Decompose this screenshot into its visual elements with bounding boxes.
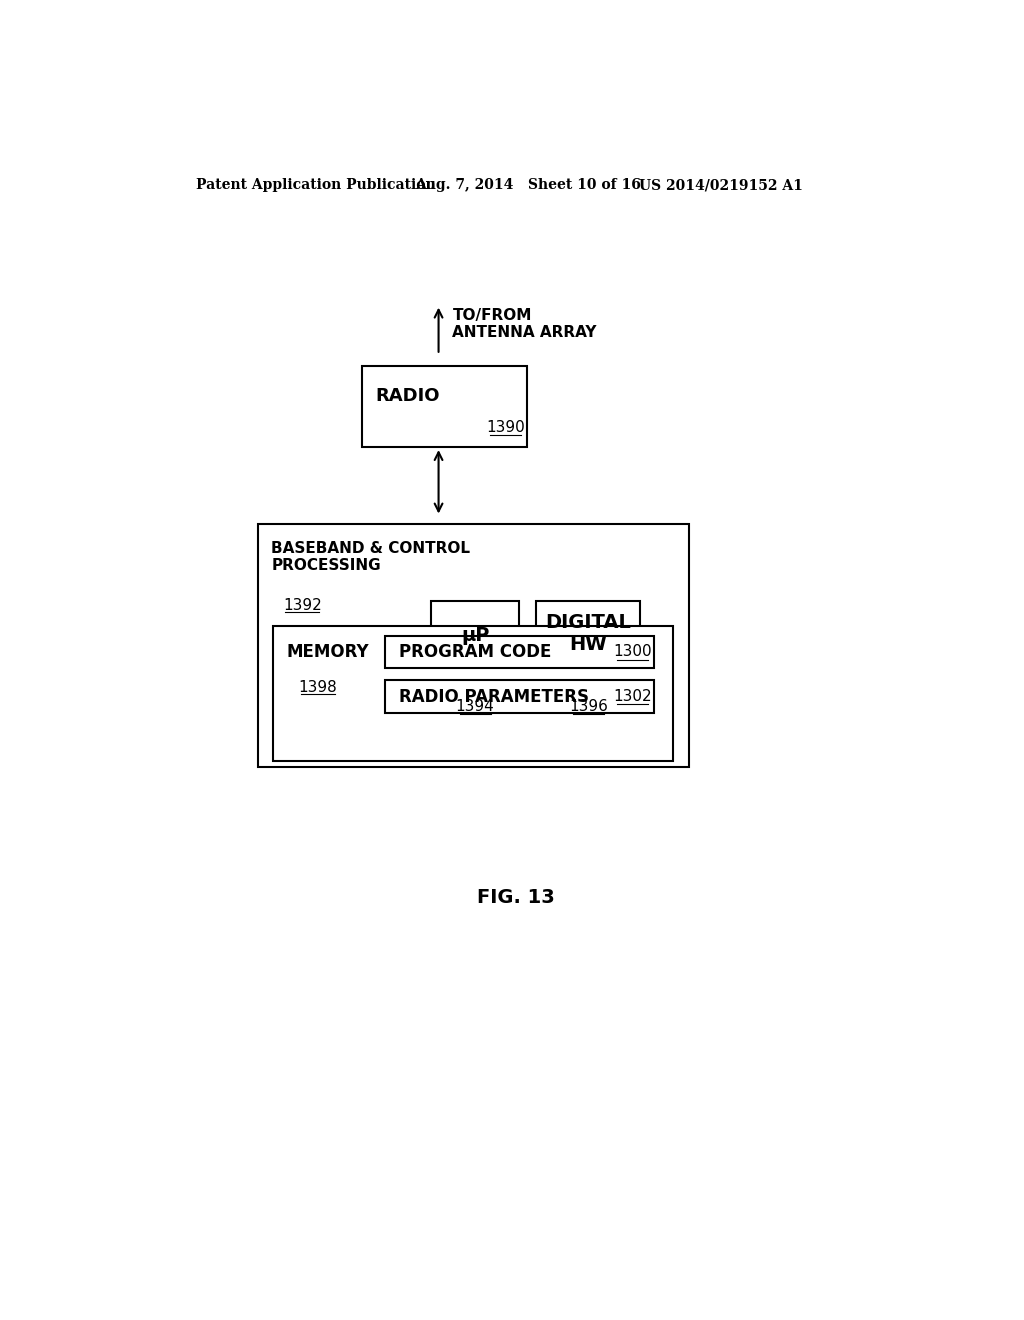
Text: DIGITAL
HW: DIGITAL HW xyxy=(546,612,631,653)
Text: RADIO: RADIO xyxy=(376,387,440,404)
Bar xyxy=(258,524,689,767)
Text: 1390: 1390 xyxy=(486,420,525,436)
Text: Aug. 7, 2014   Sheet 10 of 16: Aug. 7, 2014 Sheet 10 of 16 xyxy=(416,178,641,193)
Text: TO/FROM
ANTENNA ARRAY: TO/FROM ANTENNA ARRAY xyxy=(453,308,597,341)
Text: FIG. 13: FIG. 13 xyxy=(477,888,554,907)
Bar xyxy=(385,681,654,713)
Text: US 2014/0219152 A1: US 2014/0219152 A1 xyxy=(639,178,803,193)
Bar xyxy=(385,636,654,668)
Bar xyxy=(431,601,519,729)
Text: 1392: 1392 xyxy=(283,598,322,612)
Text: Patent Application Publication: Patent Application Publication xyxy=(196,178,435,193)
Text: MEMORY: MEMORY xyxy=(287,643,370,661)
Text: 1394: 1394 xyxy=(456,700,495,714)
Bar xyxy=(537,601,640,729)
Text: 1302: 1302 xyxy=(613,689,652,704)
Text: 1398: 1398 xyxy=(298,680,337,694)
Text: BASEBAND & CONTROL
PROCESSING: BASEBAND & CONTROL PROCESSING xyxy=(271,541,470,573)
Text: RADIO PARAMETERS: RADIO PARAMETERS xyxy=(398,688,589,706)
Bar xyxy=(361,367,527,447)
Text: PROGRAM CODE: PROGRAM CODE xyxy=(398,643,551,661)
Text: μP: μP xyxy=(461,626,489,645)
Text: 1396: 1396 xyxy=(569,700,608,714)
Bar xyxy=(273,626,674,760)
Text: 1300: 1300 xyxy=(613,644,652,660)
